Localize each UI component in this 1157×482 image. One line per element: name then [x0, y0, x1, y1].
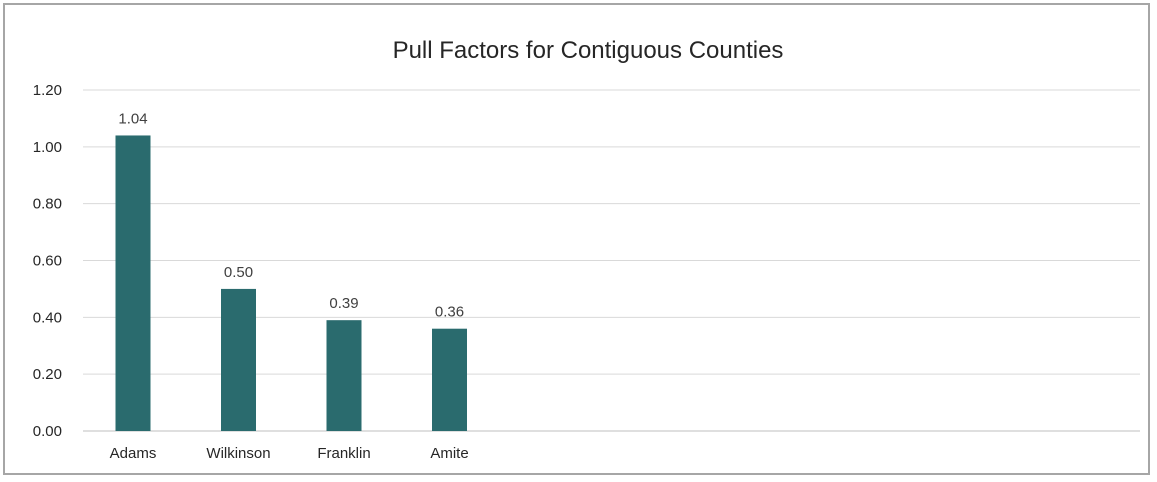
category-label-adams: Adams [110, 445, 157, 462]
x-axis-category-labels: Adams Wilkinson Franklin Amite [110, 445, 469, 462]
y-tick-label: 0.60 [33, 253, 62, 270]
chart-frame: Pull Factors for Contiguous Counties 0.0… [3, 3, 1150, 475]
data-label-wilkinson: 0.50 [224, 264, 253, 281]
bar-chart: Pull Factors for Contiguous Counties 0.0… [33, 37, 1140, 462]
y-tick-label: 1.00 [33, 139, 62, 156]
data-labels: 1.04 0.50 0.39 0.36 [118, 110, 464, 320]
y-tick-label: 1.20 [33, 82, 62, 99]
data-label-amite: 0.36 [435, 304, 464, 321]
y-tick-label: 0.20 [33, 366, 62, 383]
y-tick-label: 0.00 [33, 423, 62, 440]
data-label-adams: 1.04 [118, 110, 147, 127]
bar-franklin [326, 320, 362, 431]
category-label-wilkinson: Wilkinson [206, 445, 270, 462]
bar-amite [432, 328, 467, 431]
bars [115, 135, 467, 431]
bar-wilkinson [221, 288, 256, 431]
chart-title: Pull Factors for Contiguous Counties [393, 37, 784, 64]
bar-adams [115, 135, 151, 431]
data-label-franklin: 0.39 [329, 295, 358, 312]
y-axis-tick-labels: 0.00 0.20 0.40 0.60 0.80 1.00 1.20 [33, 82, 62, 440]
category-label-franklin: Franklin [317, 445, 370, 462]
y-tick-label: 0.80 [33, 196, 62, 213]
category-label-amite: Amite [430, 445, 468, 462]
y-tick-label: 0.40 [33, 309, 62, 326]
gridlines [83, 89, 1140, 432]
